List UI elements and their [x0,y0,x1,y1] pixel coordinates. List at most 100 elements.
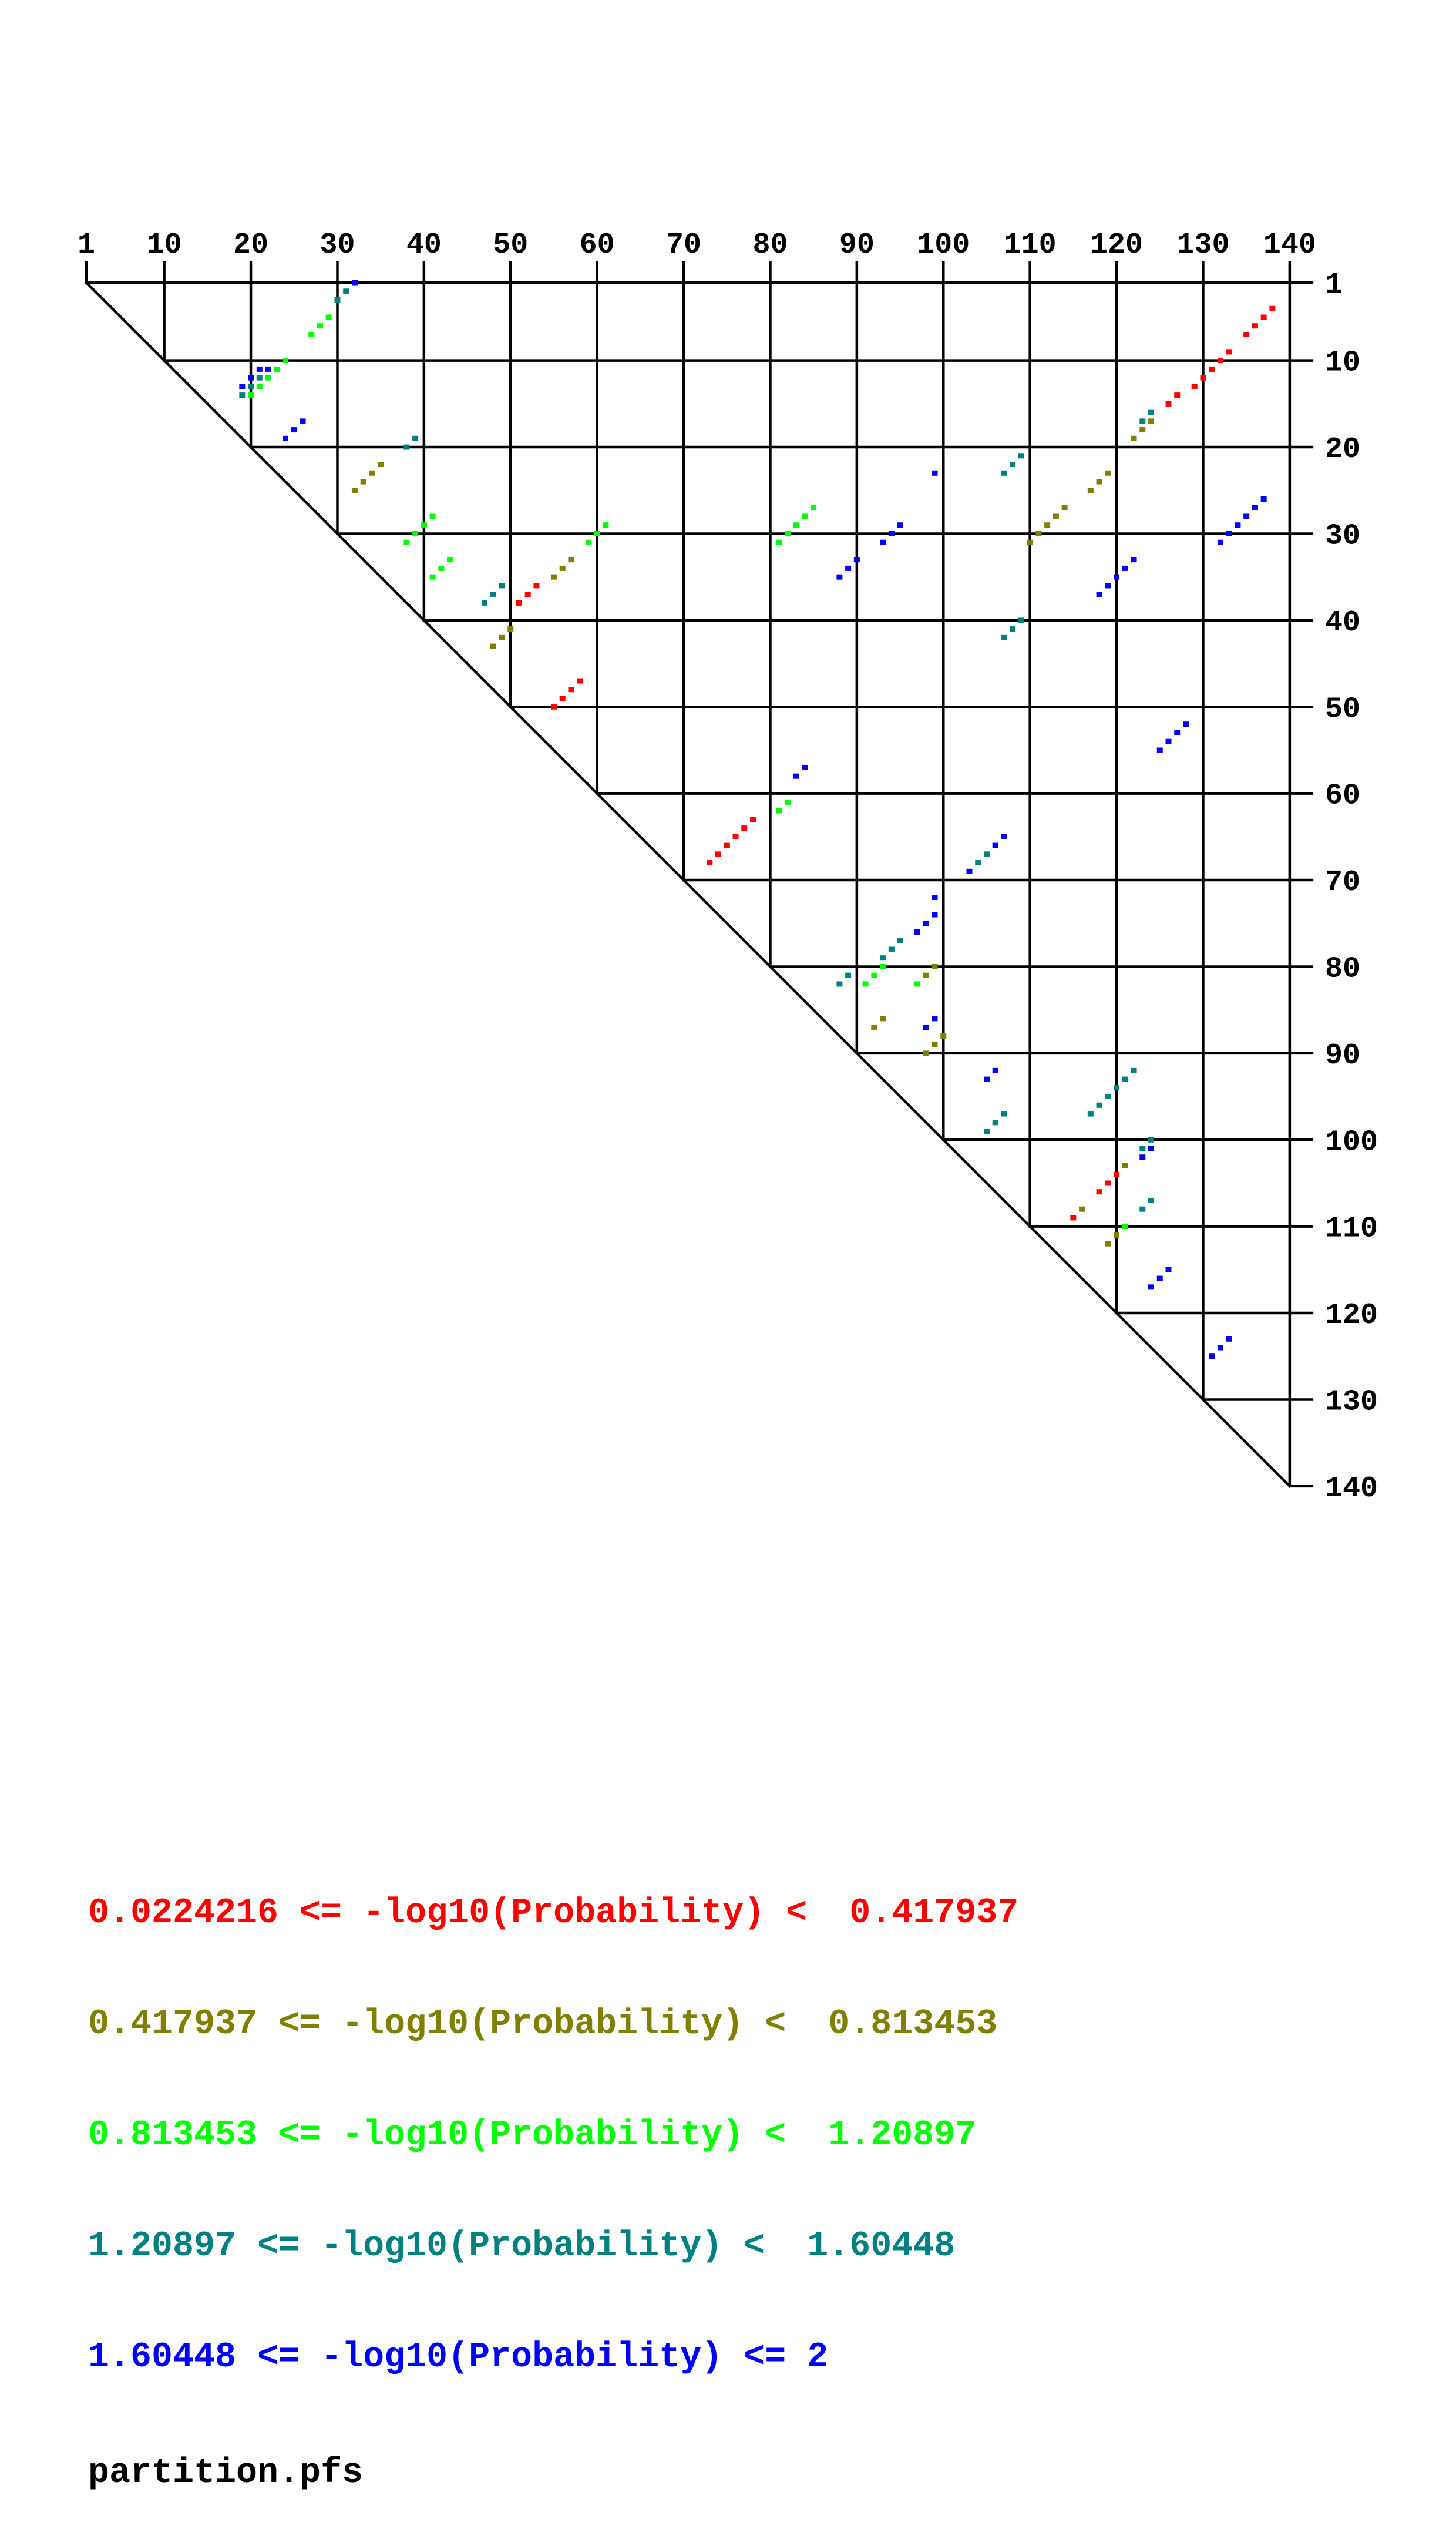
row-tick-label: 30 [1325,519,1360,553]
probability-dot-bin-4 [1010,626,1016,632]
probability-dot-bin-3 [811,505,817,510]
row-tick-label: 110 [1325,1213,1378,1246]
probability-dot-bin-3 [248,392,254,398]
probability-dot-bin-5 [1174,730,1181,735]
probability-dot-bin-3 [412,530,419,536]
probability-dot-bin-5 [283,435,289,441]
probability-dot-bin-1 [1070,1215,1077,1221]
file-name: partition.pfs [88,2453,364,2493]
probability-dot-bin-5 [853,557,860,563]
probability-dot-bin-4 [1087,1111,1094,1117]
probability-dot-bin-5 [932,1016,938,1022]
probability-dot-bin-5 [1235,522,1241,528]
column-tick-label: 120 [1090,229,1143,262]
column-tick-label: 140 [1263,229,1316,262]
probability-dot-bin-5 [1260,496,1267,502]
row-tick-label: 90 [1325,1039,1360,1073]
probability-dot-bin-5 [1131,557,1137,563]
probability-dot-bin-2 [1148,418,1155,424]
probability-dot-bin-2 [923,1050,929,1056]
probability-dot-bin-1 [1269,305,1276,311]
column-tick-label: 90 [839,229,875,262]
probability-dot-bin-5 [888,530,895,536]
probability-dot-bin-2 [1035,530,1042,536]
probability-dot-bin-5 [1182,721,1189,727]
probability-dot-bin-5 [351,280,358,286]
probability-dot-bin-4 [334,297,341,303]
probability-dot-bin-3 [603,522,609,528]
probability-dot-bin-2 [507,626,514,632]
probability-dot-bin-1 [1226,349,1232,355]
row-tick-label: 70 [1325,866,1360,899]
probability-dot-bin-3 [421,522,427,528]
probability-dot-bin-2 [1122,1163,1128,1168]
probability-dots [239,280,1276,1359]
probability-dot-bin-5 [1105,583,1111,589]
probability-dot-bin-5 [1217,539,1223,545]
probability-dot-bin-4 [836,981,843,987]
probability-dot-bin-1 [1217,358,1223,364]
probability-dot-bin-3 [256,384,263,389]
probability-dot-bin-1 [732,834,739,839]
probability-dot-bin-5 [983,1076,990,1082]
legend-entry-bin-5: 1.60448 <= -log10(Probability) <= 2 [88,2337,829,2377]
probability-dot-bin-3 [880,963,886,969]
probability-dot-bin-5 [1252,505,1258,510]
column-tick-label: 50 [493,229,528,262]
probability-dot-bin-4 [1105,1094,1111,1100]
probability-dot-bin-1 [724,842,730,848]
row-tick-label: 1 [1325,268,1343,302]
probability-dot-bin-1 [524,592,531,597]
probability-dot-bin-4 [239,392,246,398]
probability-dot-bin-5 [932,895,938,901]
probability-dot-bin-5 [1209,1353,1215,1359]
probability-dot-bin-4 [983,851,990,857]
probability-dot-bin-5 [265,366,271,372]
column-tick-label: 10 [147,229,182,262]
probability-dot-bin-5 [1156,747,1163,753]
probability-dot-bin-3 [265,375,271,381]
probability-dot-bin-4 [1001,634,1007,640]
probability-dot-bin-2 [1114,1232,1120,1238]
probability-dot-bin-4 [412,435,419,441]
probability-dot-bin-5 [248,375,254,381]
probability-dot-bin-2 [568,557,574,563]
row-tick-label: 140 [1325,1472,1378,1506]
probability-dot-bin-5 [992,1067,998,1073]
probability-dot-bin-5 [1139,1154,1146,1160]
row-tick-label: 120 [1325,1299,1378,1332]
probability-dot-bin-1 [749,817,756,822]
probability-dot-bin-3 [871,972,877,978]
probability-dot-bin-4 [975,860,981,866]
probability-dot-bin-2 [360,479,366,485]
probability-dot-bin-2 [1139,427,1146,433]
probability-dot-bin-1 [741,825,748,831]
probability-dot-bin-5 [923,921,929,926]
probability-dot-bin-3 [793,522,799,528]
row-tick-label: 50 [1325,693,1360,726]
probability-dot-bin-3 [308,331,315,337]
probability-dot-bin-2 [1053,513,1059,519]
probability-dot-bin-2 [1079,1206,1085,1212]
probability-dot-bin-3 [862,981,869,987]
probability-dot-bin-5 [1165,1267,1172,1272]
probability-dot-bin-1 [1105,1180,1111,1186]
probability-dot-bin-3 [585,539,591,545]
probability-dot-bin-4 [897,938,903,943]
probability-dot-bin-1 [1200,375,1206,381]
probability-dot-bin-1 [1165,401,1172,407]
probability-dot-bin-3 [776,808,782,814]
probability-dot-bin-3 [447,557,453,563]
probability-dot-bin-5 [897,522,903,528]
probability-dot-bin-4 [1096,1102,1102,1108]
column-tick-label: 70 [666,229,701,262]
probability-dot-bin-5 [256,366,263,372]
probability-dot-bin-1 [707,860,713,866]
column-tick-label: 20 [233,229,268,262]
probability-dot-bin-5 [923,1025,929,1030]
probability-dot-bin-1 [1174,392,1181,398]
column-tick-label: 80 [752,229,788,262]
probability-dot-bin-3 [594,530,600,536]
probability-dot-bin-5 [291,427,297,433]
probability-dot-bin-4 [343,288,349,294]
